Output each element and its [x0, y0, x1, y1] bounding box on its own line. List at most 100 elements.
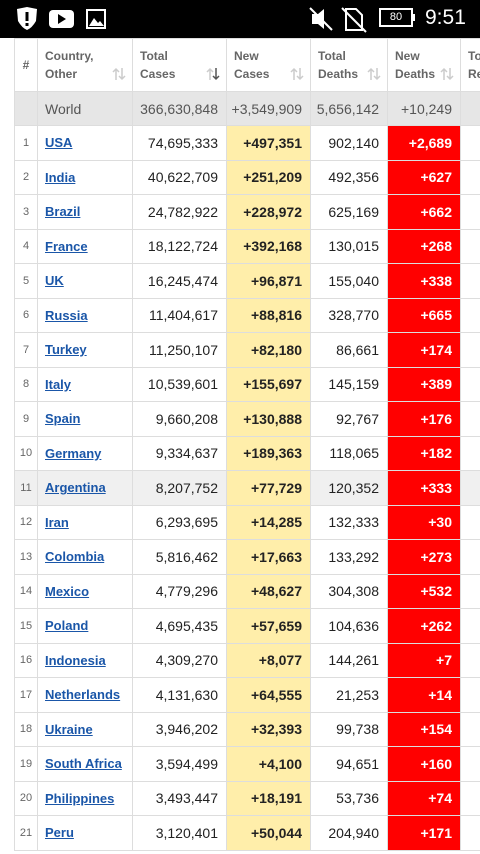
stat-cell: +273 — [388, 540, 461, 575]
stat-cell: 86,661 — [311, 333, 388, 368]
country-name[interactable]: Colombia — [38, 540, 133, 575]
stat-cell: 120,352 — [311, 471, 388, 506]
stat-cell: +10,249 — [388, 92, 461, 126]
country-name[interactable]: Germany — [38, 436, 133, 471]
stat-cell: 3,120,401 — [133, 816, 227, 851]
stat-cell — [461, 92, 480, 126]
row-index: 20 — [14, 781, 38, 816]
country-name[interactable]: USA — [38, 126, 133, 161]
stat-cell: +262 — [388, 609, 461, 644]
stat-cell: +64,555 — [227, 678, 311, 713]
stat-cell: +532 — [388, 574, 461, 609]
column-header[interactable]: Total Recovered — [461, 38, 480, 92]
country-name[interactable]: Indonesia — [38, 643, 133, 678]
stat-cell: 24,782,922 — [133, 195, 227, 230]
stat-cell: +154 — [388, 712, 461, 747]
stat-cell: 3,493,447 — [133, 781, 227, 816]
stat-cell: 144,261 — [311, 643, 388, 678]
stat-cell — [461, 713, 480, 747]
column-header: # — [14, 38, 38, 92]
row-index: 18 — [14, 712, 38, 747]
stat-cell: +2,689 — [388, 126, 461, 161]
row-index: 7 — [14, 333, 38, 368]
stat-cell: 92,767 — [311, 402, 388, 437]
stat-cell — [461, 126, 480, 161]
country-name[interactable]: Spain — [38, 402, 133, 437]
stat-cell: +32,393 — [227, 712, 311, 747]
stat-cell: +77,729 — [227, 471, 311, 506]
row-index: 21 — [14, 816, 38, 851]
column-header[interactable]: New Deaths — [388, 38, 461, 92]
row-index: 12 — [14, 505, 38, 540]
country-name[interactable]: Italy — [38, 367, 133, 402]
stat-cell: +171 — [388, 816, 461, 851]
country-name[interactable]: Mexico — [38, 574, 133, 609]
stat-cell — [461, 333, 480, 368]
stat-cell: 11,404,617 — [133, 298, 227, 333]
stat-cell: +48,627 — [227, 574, 311, 609]
row-index: 9 — [14, 402, 38, 437]
stat-cell — [461, 299, 480, 333]
country-name[interactable]: Russia — [38, 298, 133, 333]
stat-cell: 21,253 — [311, 678, 388, 713]
stat-cell: 99,738 — [311, 712, 388, 747]
country-name[interactable]: Philippines — [38, 781, 133, 816]
country-name[interactable]: South Africa — [38, 747, 133, 782]
stat-cell: 133,292 — [311, 540, 388, 575]
stat-cell: 5,656,142 — [311, 92, 388, 126]
row-index: 15 — [14, 609, 38, 644]
stat-cell: 5,816,462 — [133, 540, 227, 575]
column-header[interactable]: Total Cases — [133, 38, 227, 92]
stat-cell — [461, 471, 480, 506]
stat-cell: +4,100 — [227, 747, 311, 782]
column-header[interactable]: New Cases — [227, 38, 311, 92]
country-name[interactable]: Iran — [38, 505, 133, 540]
stat-cell: +228,972 — [227, 195, 311, 230]
stat-cell: 104,636 — [311, 609, 388, 644]
stat-cell: 74,695,333 — [133, 126, 227, 161]
stat-cell — [461, 816, 480, 851]
country-name[interactable]: Turkey — [38, 333, 133, 368]
row-index: 5 — [14, 264, 38, 299]
row-index: 11 — [14, 471, 38, 506]
stat-cell: 902,140 — [311, 126, 388, 161]
column-header[interactable]: Total Deaths — [311, 38, 388, 92]
stat-cell: +182 — [388, 436, 461, 471]
stat-cell — [461, 195, 480, 230]
row-index: 13 — [14, 540, 38, 575]
country-name[interactable]: Poland — [38, 609, 133, 644]
country-name[interactable]: France — [38, 229, 133, 264]
column-header[interactable]: Country, Other — [38, 38, 133, 92]
stat-cell: 16,245,474 — [133, 264, 227, 299]
row-index: 4 — [14, 229, 38, 264]
stat-cell: +96,871 — [227, 264, 311, 299]
stat-cell: +251,209 — [227, 160, 311, 195]
country-name[interactable]: Brazil — [38, 195, 133, 230]
stat-cell: +88,816 — [227, 298, 311, 333]
row-index: 6 — [14, 298, 38, 333]
stat-cell: +174 — [388, 333, 461, 368]
stat-cell: +160 — [388, 747, 461, 782]
stat-cell: 9,334,637 — [133, 436, 227, 471]
row-index: 1 — [14, 126, 38, 161]
stat-cell: 4,695,435 — [133, 609, 227, 644]
stat-cell — [461, 678, 480, 713]
country-name[interactable]: Ukraine — [38, 712, 133, 747]
stat-cell — [461, 782, 480, 816]
row-index: 3 — [14, 195, 38, 230]
stat-cell: 4,779,296 — [133, 574, 227, 609]
row-index: 8 — [14, 367, 38, 402]
country-name[interactable]: Argentina — [38, 471, 133, 506]
data-table: # Country, Other Total Cases New Cases Total… — [0, 38, 480, 854]
country-name[interactable]: Netherlands — [38, 678, 133, 713]
sort-icon — [112, 67, 126, 81]
stat-cell: +82,180 — [227, 333, 311, 368]
stat-cell: 8,207,752 — [133, 471, 227, 506]
country-name[interactable]: UK — [38, 264, 133, 299]
stat-cell — [461, 264, 480, 299]
country-name[interactable]: Peru — [38, 816, 133, 851]
stat-cell — [461, 506, 480, 540]
stat-cell: +662 — [388, 195, 461, 230]
country-name[interactable]: India — [38, 160, 133, 195]
